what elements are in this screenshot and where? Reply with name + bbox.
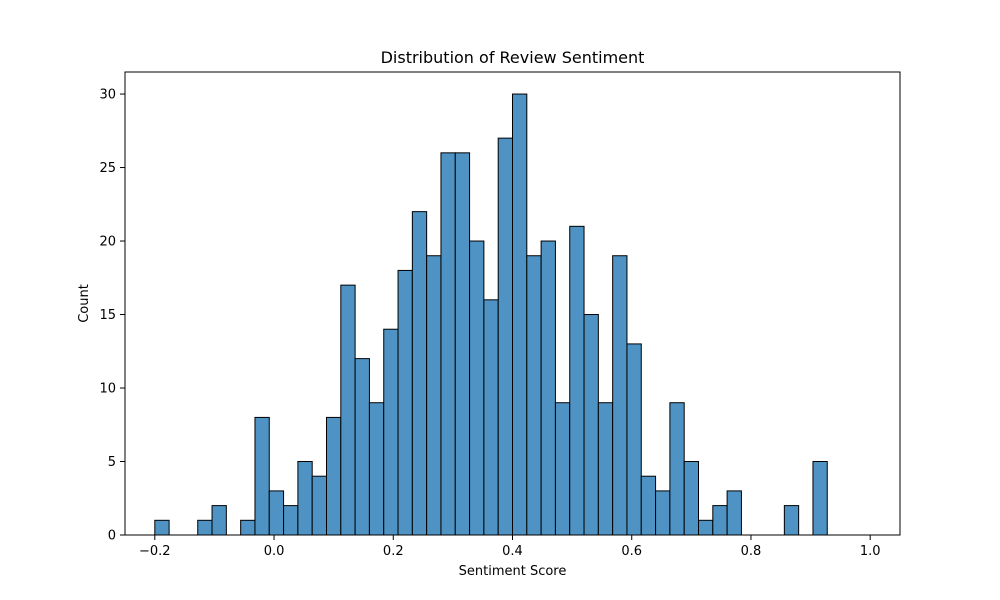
- x-tick-label: 0.0: [264, 544, 285, 559]
- y-tick-label: 30: [99, 88, 116, 103]
- histogram-bar: [655, 490, 671, 536]
- histogram-bar: [554, 402, 571, 536]
- histogram-bar: [326, 416, 342, 536]
- histogram-bar: [483, 299, 499, 536]
- y-tick-label: 10: [99, 382, 116, 397]
- histogram-bar: [583, 314, 599, 536]
- histogram-bar: [469, 240, 485, 536]
- histogram-bar: [626, 343, 642, 536]
- histogram-bar: [612, 255, 628, 536]
- histogram-bar: [512, 93, 528, 536]
- y-axis-label: Count: [77, 284, 92, 323]
- histogram-bar: [197, 519, 213, 536]
- x-tick-label: 0.6: [621, 544, 642, 559]
- histogram-bar: [497, 137, 514, 536]
- histogram-bar: [340, 284, 356, 536]
- histogram-bar: [597, 402, 614, 536]
- x-tick-label: 1.0: [860, 544, 881, 559]
- x-tick-label: 0.8: [741, 544, 762, 559]
- histogram-bar: [712, 505, 728, 536]
- histogram-bar: [154, 519, 170, 536]
- histogram-bar: [383, 328, 399, 536]
- histogram-bar: [283, 505, 299, 536]
- histogram-bar: [526, 255, 542, 536]
- histogram-bar: [211, 505, 227, 536]
- histogram-bar: [698, 519, 714, 536]
- histogram-bar: [540, 240, 556, 536]
- histogram-bar: [726, 490, 742, 536]
- x-tick-label: −0.2: [139, 544, 171, 559]
- histogram-bar: [311, 475, 328, 536]
- histogram-bar: [812, 461, 828, 536]
- histogram-bar: [254, 416, 270, 536]
- histogram-bar: [783, 505, 800, 536]
- x-axis-ticks: −0.2 0.0 0.2 0.4 0.6 0.8 1.0: [139, 535, 881, 559]
- bars-group: [154, 93, 828, 536]
- histogram-bar: [368, 402, 385, 536]
- y-tick-label: 15: [99, 308, 116, 323]
- histogram-bar: [397, 269, 413, 536]
- x-tick-label: 0.2: [383, 544, 404, 559]
- y-tick-label: 0: [108, 529, 116, 544]
- histogram-bar: [268, 490, 285, 536]
- y-tick-label: 25: [99, 161, 116, 176]
- y-axis-ticks: 0 5 10 15 20 25 30: [99, 88, 125, 544]
- histogram-bar: [683, 461, 700, 536]
- histogram-bar: [354, 358, 370, 536]
- histogram-bar: [569, 225, 585, 536]
- histogram-bar: [640, 475, 657, 536]
- histogram-bar: [240, 519, 256, 536]
- histogram-bar: [411, 211, 428, 536]
- y-tick-label: 5: [108, 455, 116, 470]
- x-axis-label: Sentiment Score: [459, 564, 567, 579]
- chart-title: Distribution of Review Sentiment: [381, 48, 645, 67]
- histogram-bar: [669, 402, 685, 536]
- x-tick-label: 0.4: [502, 544, 523, 559]
- histogram-bar: [454, 152, 471, 536]
- histogram-bar: [297, 461, 313, 536]
- histogram-bar: [440, 152, 456, 536]
- histogram-bar: [426, 255, 442, 536]
- y-tick-label: 20: [99, 235, 116, 250]
